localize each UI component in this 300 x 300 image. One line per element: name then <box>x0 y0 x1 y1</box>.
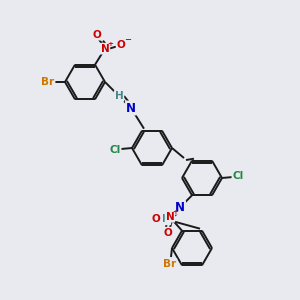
Text: O: O <box>93 30 101 40</box>
Text: H: H <box>115 91 123 101</box>
Text: Br: Br <box>164 259 177 269</box>
Text: +: + <box>172 209 178 215</box>
Text: +: + <box>107 41 113 47</box>
Text: Br: Br <box>41 77 55 87</box>
Text: Cl: Cl <box>232 171 244 181</box>
Text: O: O <box>152 214 160 224</box>
Text: N: N <box>126 101 136 115</box>
Text: Cl: Cl <box>110 145 121 155</box>
Text: O: O <box>117 40 125 50</box>
Text: N: N <box>175 201 185 214</box>
Text: H: H <box>162 214 170 224</box>
Text: N: N <box>166 212 174 222</box>
Text: −: − <box>124 35 131 44</box>
Text: O: O <box>164 228 172 238</box>
Text: N: N <box>100 44 109 54</box>
